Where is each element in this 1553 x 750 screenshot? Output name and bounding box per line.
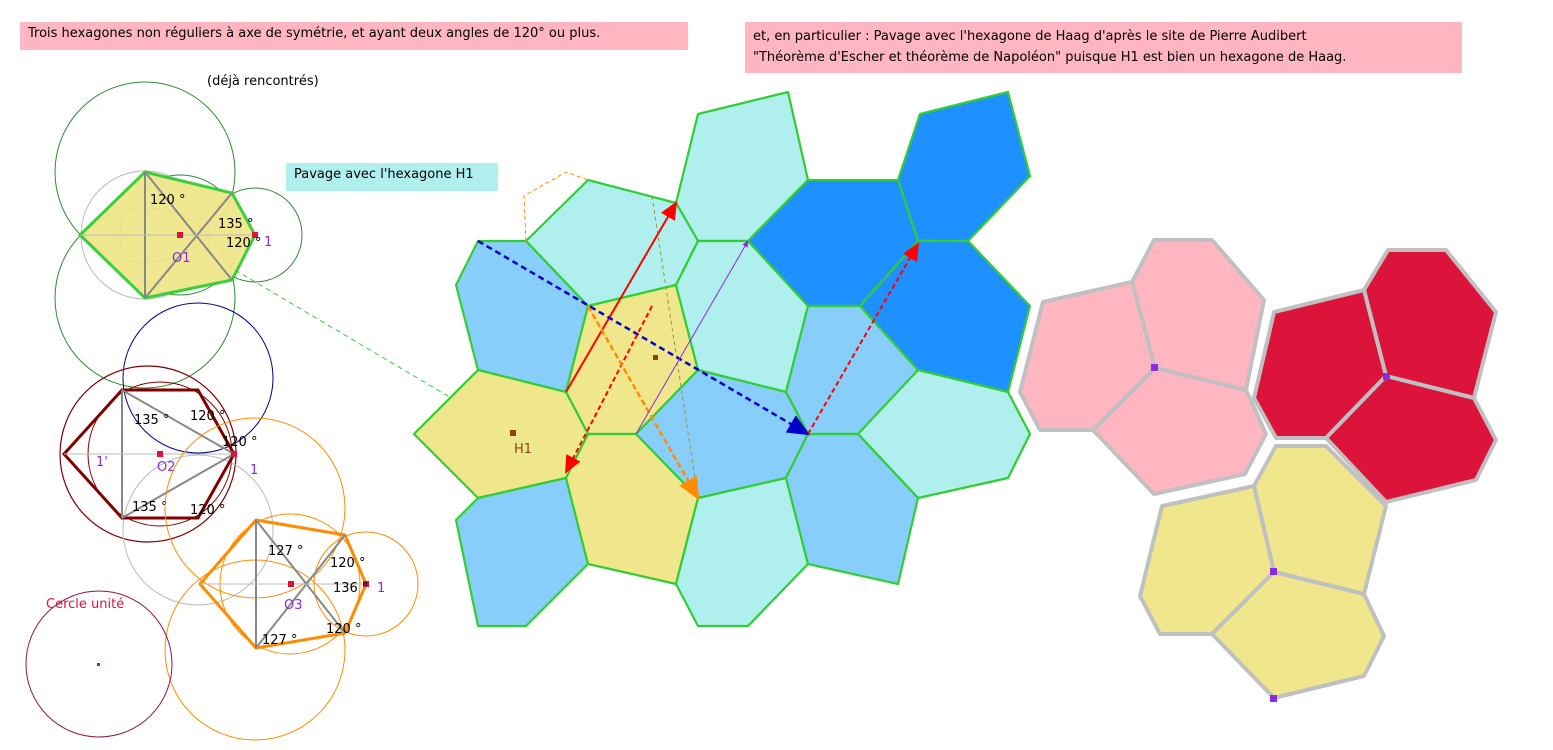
- hexagon3-angle-e: 120 °: [326, 622, 361, 637]
- vector-blue-dashed: [477, 239, 811, 436]
- vector-red-solid: [565, 201, 678, 393]
- hexagon1-unit-point: [252, 232, 258, 238]
- tiling-dashed-orange-outline: [523, 171, 589, 242]
- vector-orange-dashed: [586, 305, 700, 501]
- hexagon2-center-label: O2: [157, 460, 176, 475]
- hexagon2-angle-c: 120 °: [222, 435, 257, 450]
- hexagon3-point-label: 1: [377, 581, 385, 596]
- hexagon1-angle-b: 135 °: [218, 217, 253, 232]
- hexagon1-center-label: O1: [172, 251, 191, 266]
- haag-cluster-pink: [1018, 238, 1268, 496]
- hexagon2-diagonals: [64, 389, 235, 519]
- hexagon1-diagonals: [80, 171, 255, 299]
- title-note-left-text: Trois hexagones non réguliers à axe de s…: [28, 26, 601, 41]
- haag-pink-tile-3: [1091, 366, 1268, 496]
- hexagon3-angle-b: 120 °: [330, 556, 365, 571]
- hexagon3-angle-a: 127 °: [268, 544, 303, 559]
- cercle-unite-label: Cercle unité: [46, 597, 125, 612]
- hexagon3-unit-point: [363, 581, 369, 587]
- hexagon2-point-label: 1: [250, 463, 258, 478]
- title-note-right-line2: "Théorème d'Escher et théorème de Napolé…: [753, 50, 1347, 65]
- hexagon1-point-label: 1: [264, 235, 272, 250]
- title-note-right-line1: et, en particulier : Pavage avec l'hexag…: [753, 29, 1307, 44]
- pavage-h1-note-text: Pavage avec l'hexagone H1: [294, 167, 474, 182]
- deja-rencontres-label: (déjà rencontrés): [207, 74, 319, 89]
- hexagon2-point-label-left: 1': [96, 455, 108, 470]
- haag-khaki-tile-3: [1210, 570, 1386, 700]
- hexagon2-angle-a: 135 °: [134, 413, 169, 428]
- unit-circle-center: [97, 663, 100, 666]
- hexagon3-center-label: O3: [284, 598, 303, 613]
- vector-red-dashed-left: [565, 305, 653, 474]
- haag-khaki-vertex: [1270, 568, 1277, 575]
- hexagon1-angle-c: 120 °: [226, 236, 261, 251]
- haag-cluster-crimson: [1252, 248, 1498, 504]
- hexagon1-angle-a: 120 °: [150, 193, 185, 208]
- hexagon3-angle-d: 127 °: [262, 633, 297, 648]
- tiling-dashed-olive-line: [651, 195, 699, 499]
- tile-sky-bottom-left: [454, 476, 590, 628]
- hexagon2-angle-e: 120 °: [190, 503, 225, 518]
- tile-blue-top: [896, 90, 1032, 243]
- unit-circle: [25, 590, 173, 738]
- haag-crimson-vertex: [1383, 373, 1390, 380]
- haag-crimson-tile-3: [1324, 374, 1498, 504]
- vector-red-dashed-right: [807, 242, 920, 435]
- hexagon2-circle-grey: [122, 454, 274, 606]
- h1-label: H1: [514, 442, 532, 457]
- hexagon1-center-point: [177, 232, 183, 238]
- hexagon3-diagonals: [200, 519, 366, 649]
- tiling-h1: [412, 90, 1032, 628]
- haag-cluster-khaki: [1138, 444, 1388, 700]
- hexagon3-angle-c: 136 °: [333, 581, 368, 596]
- pavage-h1-note: Pavage avec l'hexagone H1: [286, 163, 498, 191]
- vector-violet-thin: [635, 240, 749, 435]
- hexagon2-angle-b: 120 °: [190, 409, 225, 424]
- hexagon2-angle-d: 135 °: [132, 500, 167, 515]
- title-note-right: et, en particulier : Pavage avec l'hexag…: [745, 22, 1462, 73]
- hexagon2-unit-point: [231, 451, 237, 457]
- hexagon2-center-point: [157, 451, 163, 457]
- title-note-left: Trois hexagones non réguliers à axe de s…: [20, 22, 688, 50]
- haag-khaki-bottom-vertex: [1270, 695, 1277, 702]
- hexagon3-center-point: [288, 581, 294, 587]
- tile-center-point: [653, 355, 658, 360]
- haag-pink-vertex: [1151, 364, 1158, 371]
- h1-center-point: [510, 430, 516, 436]
- hexagon2-circle-blue: [122, 302, 274, 454]
